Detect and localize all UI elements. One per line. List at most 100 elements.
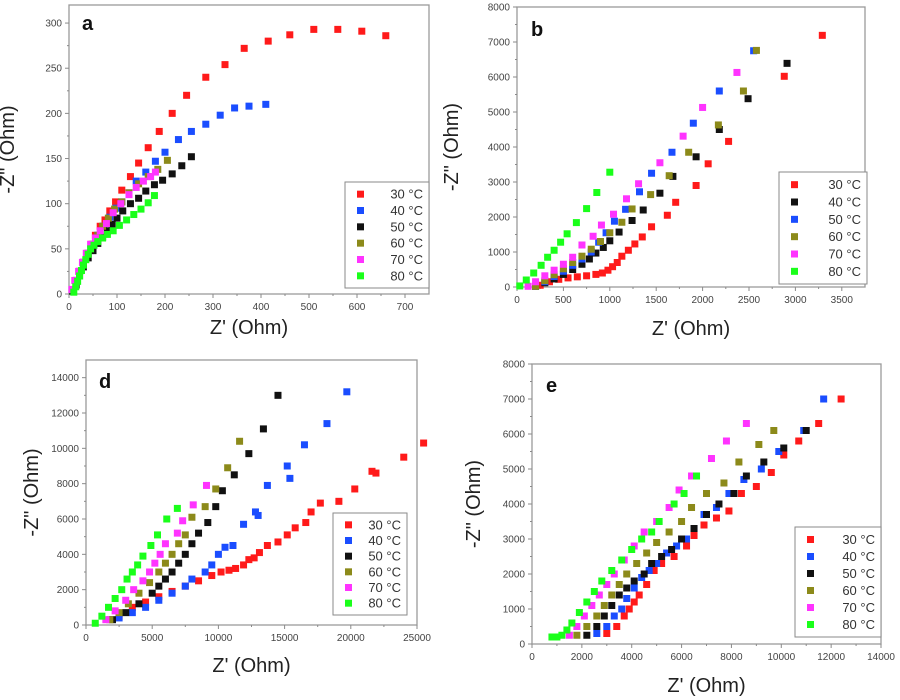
data-point [573, 623, 581, 630]
x-tick-label: 10000 [204, 633, 232, 644]
data-point [608, 602, 616, 609]
y-tick-label: 4000 [503, 500, 526, 511]
data-point [733, 68, 741, 76]
data-point [236, 437, 244, 445]
data-point [201, 503, 209, 511]
data-point [815, 420, 823, 427]
data-point [225, 566, 233, 574]
data-point [622, 205, 630, 213]
panel-e: 0 2000 4000 6000 8000 10000 12000 14000 0 1000 200… [463, 360, 895, 698]
data-point [623, 595, 631, 602]
data-point [202, 73, 210, 81]
data-point [715, 126, 723, 133]
legend-box [778, 171, 868, 285]
data-point [155, 593, 163, 601]
data-point [603, 581, 611, 588]
data-point [189, 501, 197, 509]
data-point [174, 136, 182, 144]
legend-label: 30 °C [368, 517, 401, 532]
data-point [699, 103, 707, 111]
data-point [155, 568, 163, 576]
y-tick-label: 3000 [488, 178, 511, 189]
data-point [683, 535, 691, 543]
data-point [573, 273, 581, 281]
series-80C [516, 168, 614, 290]
panel-d: 0 5000 10000 15000 20000 25000 0 2000 4000 6000 80… [21, 359, 431, 677]
data-point [113, 214, 121, 222]
data-point [665, 504, 673, 511]
data-point [96, 227, 104, 235]
x-tick-label: 300 [205, 302, 222, 313]
data-point [135, 589, 143, 597]
data-point [755, 441, 763, 448]
data-point [109, 209, 117, 217]
data-point [818, 31, 826, 39]
x-tick-label: 200 [157, 302, 174, 313]
data-point [602, 229, 610, 237]
legend-label: 60 °C [828, 229, 861, 244]
data-point [620, 612, 628, 620]
y-axis-label: -Z" (Ohm) [0, 105, 19, 193]
data-point [240, 561, 248, 569]
data-point [135, 159, 143, 167]
y-tick-label: 1000 [488, 248, 511, 259]
y-tick-label: 100 [45, 199, 62, 210]
data-point [593, 612, 601, 620]
legend-marker [791, 198, 798, 206]
data-point [693, 472, 701, 480]
panel-label: b [531, 19, 543, 41]
data-point [135, 194, 143, 202]
data-point [537, 261, 545, 269]
y-axis-label: -Z" (Ohm) [21, 448, 43, 536]
data-point [150, 181, 158, 189]
data-point [168, 589, 176, 597]
x-tick-label: 12000 [817, 652, 845, 663]
data-point [648, 169, 656, 177]
panel-label: e [546, 375, 557, 397]
data-point [668, 148, 676, 156]
data-point [372, 469, 380, 477]
data-point [201, 568, 209, 576]
data-point [137, 205, 145, 213]
data-point [111, 595, 119, 602]
data-point [575, 609, 583, 616]
data-point [283, 531, 291, 539]
data-point [559, 260, 567, 268]
data-point [598, 577, 606, 585]
y-tick-label: 2000 [57, 585, 80, 596]
data-point [250, 554, 258, 562]
data-point [84, 250, 92, 258]
data-point [231, 104, 239, 112]
y-tick-label: 6000 [57, 515, 80, 526]
x-tick-label: 15000 [271, 633, 299, 644]
data-point [606, 237, 614, 245]
data-point [532, 278, 540, 286]
data-point [522, 276, 530, 284]
legend-marker [357, 190, 364, 198]
series-80C [91, 504, 181, 627]
legend: 30 °C40 °C50 °C 60 °C70 °C80 °C [344, 181, 430, 289]
data-point [608, 591, 616, 599]
data-point [82, 256, 90, 264]
data-point [117, 200, 125, 208]
data-point [123, 575, 131, 583]
data-point [263, 542, 271, 549]
data-point [669, 172, 677, 180]
data-point [563, 626, 571, 634]
legend-marker [807, 621, 814, 628]
data-point [130, 586, 138, 594]
data-point [103, 230, 111, 238]
data-point [618, 605, 626, 613]
data-point [94, 238, 102, 246]
data-point [599, 243, 607, 251]
legend-label: 80 °C [390, 268, 423, 283]
data-point [668, 546, 676, 553]
data-point [156, 550, 164, 558]
data-point [146, 579, 154, 587]
data-point [144, 144, 152, 152]
data-point [77, 267, 85, 275]
data-point [251, 508, 259, 516]
data-point [161, 148, 169, 156]
data-point [87, 245, 95, 253]
series-40C [115, 388, 351, 622]
